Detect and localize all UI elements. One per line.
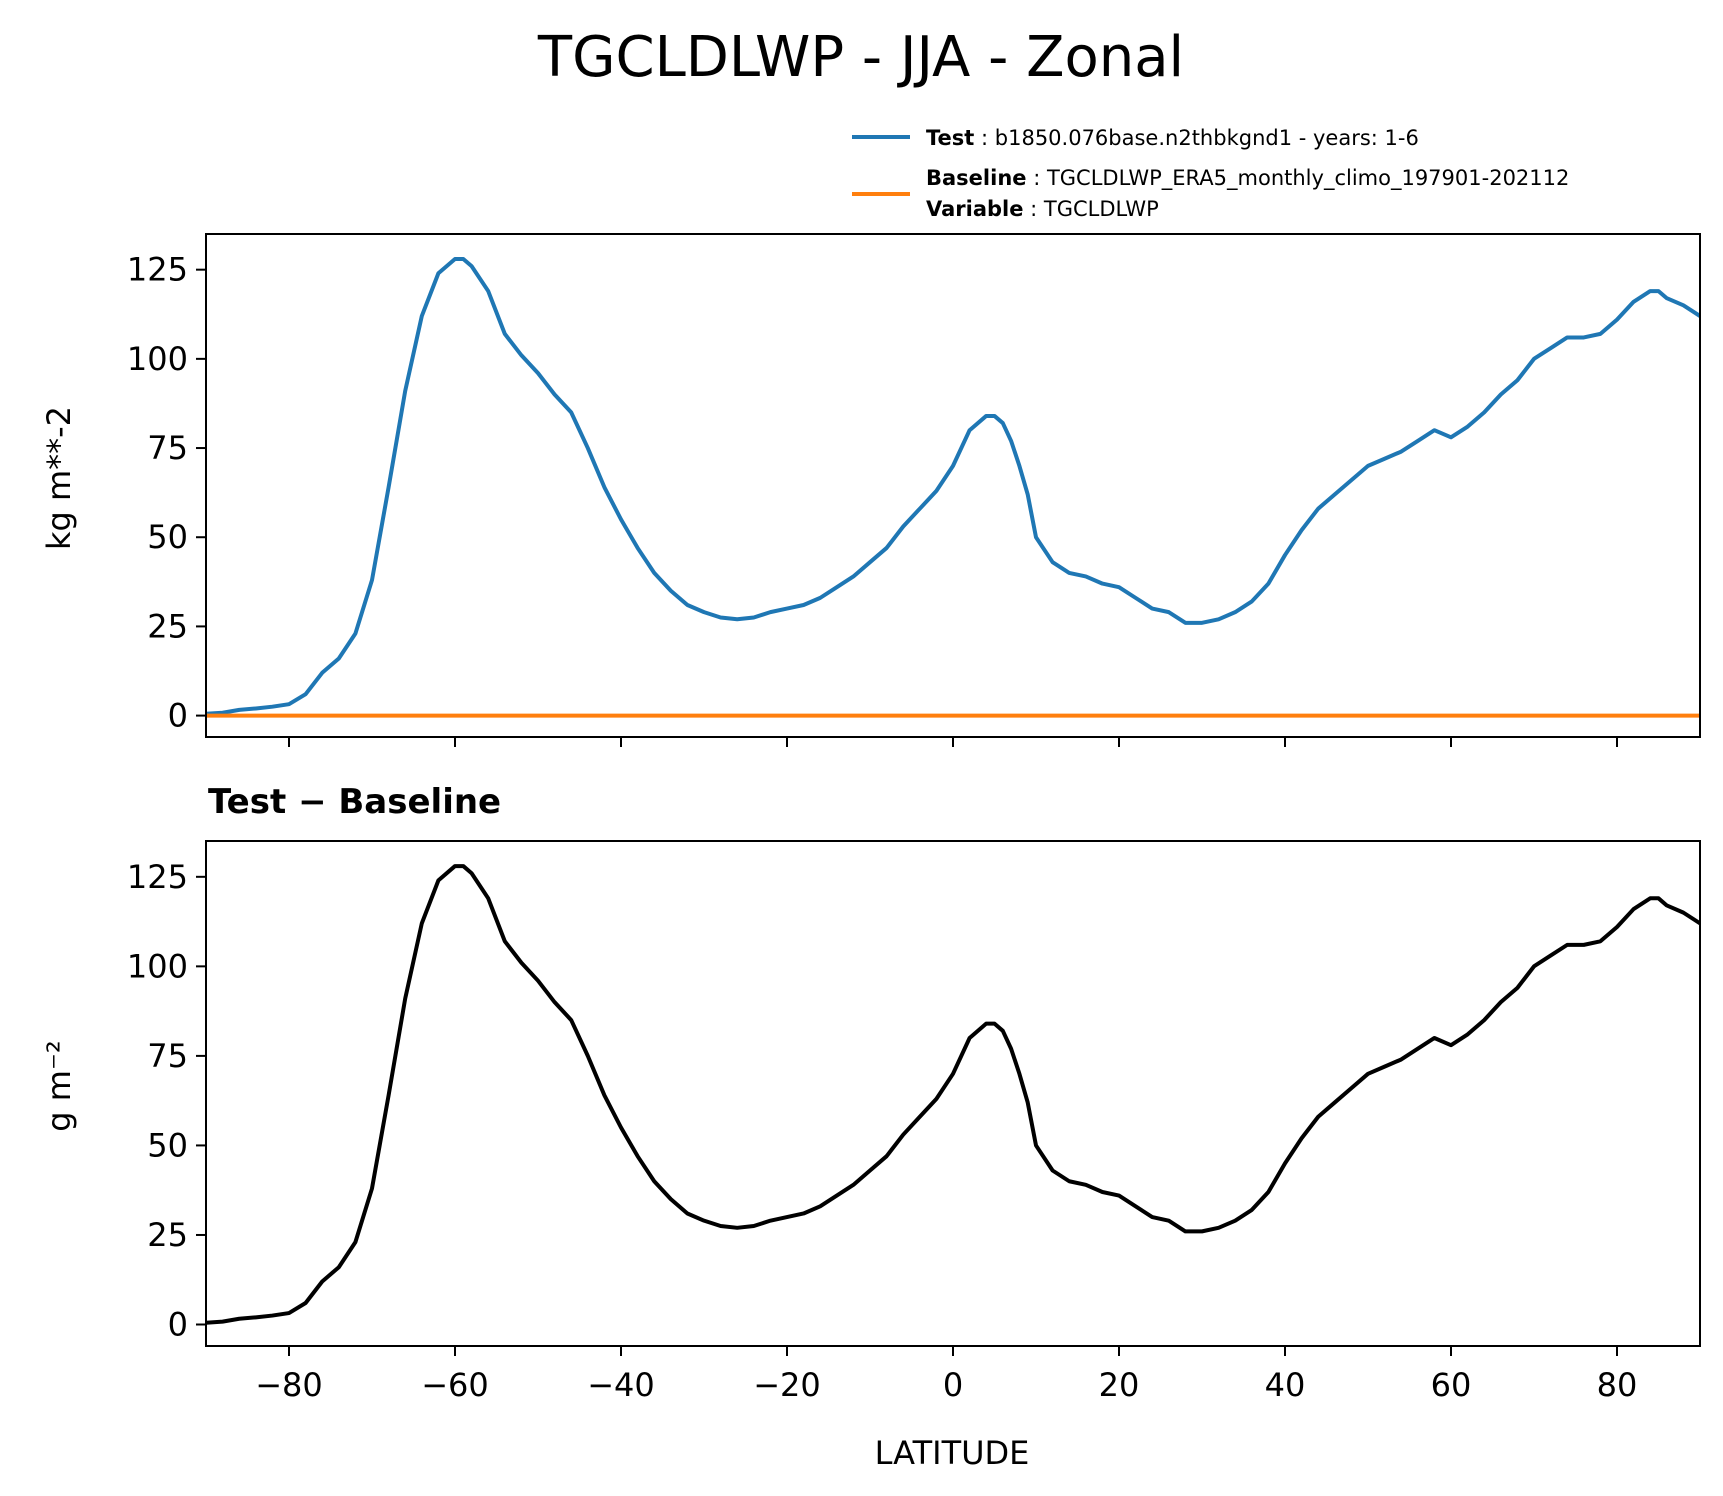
top-series-test-line — [206, 256, 1700, 716]
top-y-tick-label: 25 — [147, 607, 188, 645]
legend-baseline-value: TGCLDLWP_ERA5_monthly_climo_197901-20211… — [1046, 166, 1569, 191]
bottom-y-tick-label: 0 — [168, 1306, 188, 1344]
bottom-series-group — [206, 864, 1700, 1325]
bottom-y-axis-label: g m⁻² — [40, 1040, 78, 1131]
top-y-tick-label: 125 — [127, 251, 188, 289]
bottom-x-tick-label: 60 — [1431, 1366, 1472, 1404]
bottom-y-tick-label: 75 — [147, 1037, 188, 1075]
bottom-x-tick-label: 40 — [1265, 1366, 1306, 1404]
legend-variable-value: TGCLDLWP — [1043, 197, 1159, 221]
top-series-group — [206, 256, 1700, 718]
bottom-axes-frame — [205, 840, 1701, 1347]
top-axes-frame — [205, 233, 1701, 738]
top-plot-area: 0 25 50 75 100 125 — [127, 233, 1701, 747]
x-axis-label: LATITUDE — [875, 1434, 1030, 1472]
top-y-tick-label: 100 — [127, 340, 188, 378]
bottom-y-tick-label: 125 — [127, 858, 188, 896]
bottom-x-tick-label: −40 — [587, 1366, 655, 1404]
bottom-y-tick-label: 100 — [127, 947, 188, 985]
top-y-tick-label: 75 — [147, 429, 188, 467]
bottom-x-tick-label: 0 — [943, 1366, 963, 1404]
bottom-x-tick-label: −80 — [255, 1366, 323, 1404]
svg-text:Baseline : TGCLDLWP_ERA5_month: Baseline : TGCLDLWP_ERA5_monthly_climo_1… — [926, 166, 1569, 191]
bottom-panel-title: Test − Baseline — [208, 782, 501, 822]
bottom-x-tick-label: 20 — [1099, 1366, 1140, 1404]
bottom-plot-area: 0 25 50 75 100 125 −80 −60 −40 −20 0 20 40 60 80 — [127, 840, 1701, 1404]
top-y-tick-label: 50 — [147, 518, 188, 556]
bottom-series-difference-line — [206, 864, 1700, 1325]
top-y-axis-label: kg m**-2 — [40, 406, 78, 550]
legend: Test : b1850.076base.n2thbkgnd1 - years:… — [852, 126, 1569, 221]
bottom-y-tick-label: 25 — [147, 1216, 188, 1254]
bottom-x-tick-label: −60 — [421, 1366, 489, 1404]
bottom-y-tick-label: 50 — [147, 1126, 188, 1164]
svg-text:Variable : TGCLDLWP: Variable : TGCLDLWP — [926, 197, 1159, 221]
figure-title: TGCLDLWP - JJA - Zonal — [537, 25, 1184, 90]
legend-variable-key: Variable — [926, 197, 1023, 221]
top-y-tick-label: 0 — [168, 697, 188, 735]
legend-test-key: Test — [926, 126, 974, 150]
bottom-panel: Test − Baseline g m⁻² LATITUDE 0 25 50 75 10… — [40, 782, 1701, 1472]
svg-text:Test : b1850.076base.n2thbkgnd: Test : b1850.076base.n2thbkgnd1 - years:… — [926, 126, 1419, 150]
bottom-x-tick-label: −20 — [753, 1366, 821, 1404]
legend-test-value: b1850.076base.n2thbkgnd1 - years: 1-6 — [995, 126, 1419, 150]
legend-baseline-key: Baseline — [926, 166, 1027, 190]
top-panel: kg m**-2 0 25 50 75 100 125 — [40, 233, 1701, 747]
bottom-x-tick-label: 80 — [1597, 1366, 1638, 1404]
